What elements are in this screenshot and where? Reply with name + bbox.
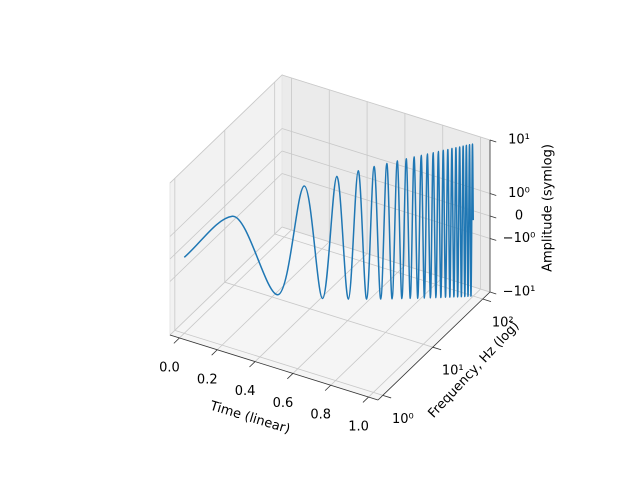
grid-line: [174, 329, 383, 396]
x-tick-label: 0.2: [197, 372, 218, 387]
z-tick-label: 0: [515, 209, 523, 224]
x-tick: [287, 373, 294, 380]
z-tick-label: 10¹: [508, 133, 530, 148]
z-tick: [489, 291, 497, 295]
x-tick: [173, 337, 180, 344]
x-tick-label: 0.0: [159, 360, 180, 375]
y-tick-label: 10²: [492, 316, 514, 331]
z-axis-label: Amplitude (symlog): [541, 144, 556, 272]
y-tick: [382, 394, 392, 399]
grid-line: [281, 74, 491, 141]
x-axis-line: [169, 334, 379, 401]
y-tick-label: 10¹: [442, 364, 464, 379]
x-tick-label: 0.8: [310, 408, 331, 423]
x-tick: [362, 396, 369, 403]
y-axis-line: [377, 291, 491, 401]
grid-line: [169, 173, 283, 282]
x-tick-label: 1.0: [348, 420, 369, 435]
x-tick: [249, 361, 256, 368]
z-tick: [489, 193, 497, 196]
z-tick-label: −10¹: [503, 285, 536, 300]
z-tick: [489, 139, 497, 143]
x-tick: [211, 349, 218, 356]
axes3d: 0.0 0.2 0.4 0.6 0.8 1.0 10⁰ 10¹ 10² −10¹ −10⁰ 0 10⁰ 1…: [159, 73, 536, 435]
x-tick-label: 0.4: [235, 384, 256, 399]
line: [183, 143, 474, 300]
z-tick: [489, 238, 497, 241]
grid-line: [169, 74, 283, 184]
x-tick-label: 0.6: [273, 396, 294, 411]
y-tick: [432, 346, 442, 351]
grid-line: [169, 150, 283, 260]
grid-line: [368, 288, 481, 398]
grid-line: [169, 128, 283, 237]
grid-line: [216, 241, 330, 351]
grid-line: [224, 281, 433, 348]
z-tick-label: −10⁰: [503, 231, 536, 246]
grid-line: [292, 265, 406, 374]
y-tick-label: 10⁰: [392, 412, 414, 427]
grid-line: [281, 226, 491, 293]
grid-line: [254, 253, 368, 362]
x-tick: [324, 384, 332, 391]
grid-line: [179, 229, 292, 339]
y-tick: [482, 298, 492, 303]
grid-line: [169, 226, 283, 336]
z-tick: [489, 215, 497, 219]
z-tick-label: 10⁰: [508, 186, 530, 201]
